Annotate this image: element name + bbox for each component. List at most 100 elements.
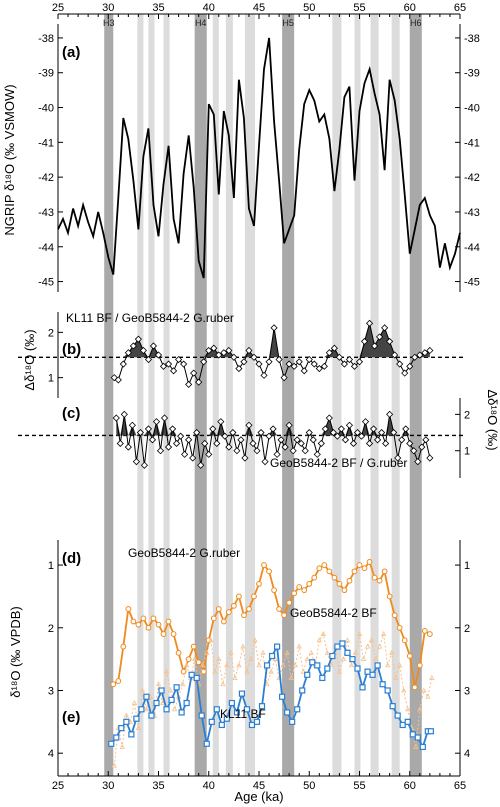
data-point <box>116 439 124 448</box>
data-point <box>339 640 346 647</box>
data-point <box>163 668 170 674</box>
data-point <box>286 599 293 606</box>
data-point <box>316 637 322 643</box>
data-point <box>210 615 217 622</box>
data-point <box>185 656 192 663</box>
data-point <box>111 762 117 768</box>
heinrich-band <box>409 14 422 776</box>
data-point <box>386 410 394 418</box>
y-tick-label: 1 <box>464 560 470 572</box>
data-point <box>114 376 122 384</box>
data-point <box>414 734 421 741</box>
data-point <box>220 349 228 357</box>
data-point <box>130 618 137 625</box>
data-point <box>210 344 218 352</box>
data-point <box>354 665 361 672</box>
data-point <box>195 659 202 666</box>
x-tick-label-top: 30 <box>102 2 114 14</box>
data-point <box>159 699 166 705</box>
data-point <box>389 703 396 710</box>
data-point <box>376 333 384 341</box>
data-point <box>374 436 382 444</box>
y-tick-label: -43 <box>464 207 480 219</box>
x-tick-label-bottom: 30 <box>102 780 114 792</box>
data-point <box>281 443 289 451</box>
data-point <box>384 662 391 668</box>
data-point <box>411 353 419 361</box>
y-tick-label: 1 <box>464 446 470 458</box>
data-point <box>217 418 225 426</box>
data-point <box>381 568 388 575</box>
y-tick-label: -44 <box>38 242 54 254</box>
data-point <box>159 362 168 370</box>
data-point <box>193 428 201 437</box>
data-point <box>251 593 257 600</box>
data-point <box>144 355 153 364</box>
data-point <box>393 674 399 680</box>
data-point <box>275 355 283 364</box>
data-point <box>233 709 240 716</box>
data-point <box>401 369 409 377</box>
data-point <box>119 360 127 368</box>
data-point <box>349 656 356 663</box>
data-point <box>148 436 157 444</box>
data-point <box>189 454 197 462</box>
data-point <box>402 425 410 433</box>
data-point <box>310 360 318 368</box>
data-point <box>360 337 369 345</box>
data-point <box>334 643 341 650</box>
data-point <box>326 568 333 575</box>
data-point <box>201 439 209 448</box>
data-point <box>185 380 193 388</box>
data-point <box>235 365 243 373</box>
data-point <box>293 436 301 444</box>
data-point <box>306 580 313 587</box>
data-point <box>133 715 140 722</box>
data-point <box>266 568 272 575</box>
series-label-geob-bf: GeoB5844-2 BF <box>290 606 377 620</box>
stadial-band <box>225 14 233 776</box>
data-point <box>359 684 366 691</box>
data-point <box>357 432 366 440</box>
data-point <box>110 681 117 688</box>
data-point <box>394 712 401 719</box>
x-tick-label-top: 45 <box>253 2 265 14</box>
data-point <box>371 574 378 581</box>
data-point <box>124 443 132 451</box>
data-point <box>356 562 363 568</box>
data-point <box>208 718 215 725</box>
heinrich-band <box>194 14 207 776</box>
data-point <box>175 649 182 656</box>
data-point <box>108 740 115 747</box>
data-point <box>263 662 271 669</box>
data-point <box>170 367 178 375</box>
data-point <box>245 421 253 429</box>
data-point <box>288 674 294 680</box>
data-point <box>379 681 386 688</box>
data-point <box>289 718 296 725</box>
data-point <box>223 715 230 722</box>
data-point <box>205 346 213 355</box>
data-point <box>228 699 235 707</box>
data-point <box>135 621 142 628</box>
band-layer: H3 H4 H5 H6 <box>103 14 422 776</box>
panel-label-c: (c) <box>62 405 80 422</box>
data-point <box>345 355 354 364</box>
y-axis-label-ngrip: NGRIP δ¹⁸O (‰ VSMOW) <box>2 84 17 235</box>
x-tick-label-bottom: 45 <box>253 780 265 792</box>
data-point <box>345 421 354 429</box>
data-point <box>336 580 343 587</box>
data-point <box>204 649 210 655</box>
x-tick-label-top: 40 <box>203 2 215 14</box>
y-tick-label: -44 <box>464 242 480 254</box>
y-tick-label: 3 <box>464 685 470 697</box>
y-tick-label: 1 <box>48 560 54 572</box>
data-point <box>376 643 383 649</box>
data-point <box>304 671 311 678</box>
data-point <box>250 353 258 361</box>
data-point <box>248 656 254 662</box>
data-point <box>273 450 281 458</box>
data-point <box>249 439 257 448</box>
panel-label-e: (e) <box>62 709 80 726</box>
data-point <box>209 425 217 433</box>
